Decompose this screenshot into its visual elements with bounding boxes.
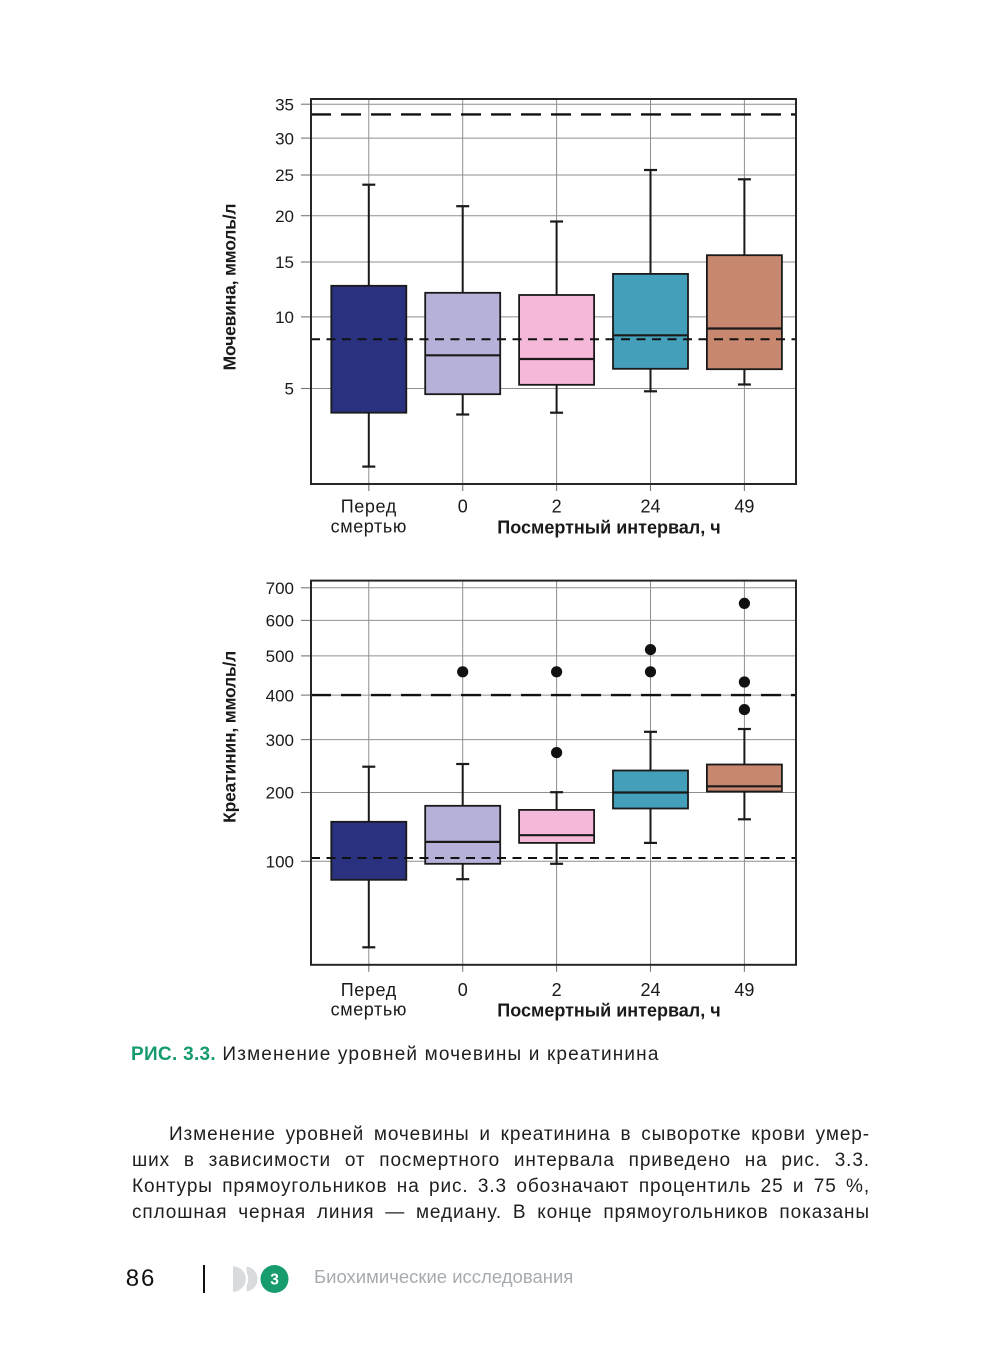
svg-text:Перед: Перед (341, 497, 397, 517)
svg-text:24: 24 (640, 980, 660, 1000)
svg-text:24: 24 (640, 497, 660, 517)
svg-text:30: 30 (275, 129, 294, 148)
svg-text:Мочевина, ммоль/л: Мочевина, ммоль/л (220, 204, 240, 371)
svg-text:35: 35 (275, 95, 294, 114)
svg-text:Посмертный интервал, ч: Посмертный интервал, ч (497, 1001, 720, 1021)
svg-text:3: 3 (270, 1272, 279, 1289)
svg-text:49: 49 (734, 980, 754, 1000)
svg-text:Креатинин, ммоль/л: Креатинин, ммоль/л (220, 651, 240, 823)
svg-text:0: 0 (458, 497, 468, 517)
svg-text:Посмертный интервал, ч: Посмертный интервал, ч (497, 518, 720, 538)
svg-text:20: 20 (275, 207, 294, 226)
svg-text:15: 15 (275, 253, 294, 272)
svg-text:2: 2 (552, 497, 562, 517)
svg-text:100: 100 (266, 853, 294, 872)
svg-text:смертью: смертью (331, 517, 407, 537)
svg-text:0: 0 (458, 980, 468, 1000)
svg-text:500: 500 (266, 647, 294, 666)
svg-text:2: 2 (552, 980, 562, 1000)
svg-text:25: 25 (275, 166, 294, 185)
svg-text:5: 5 (285, 380, 294, 399)
svg-text:10: 10 (275, 308, 294, 327)
svg-text:700: 700 (266, 579, 294, 598)
svg-text:смертью: смертью (331, 1000, 407, 1020)
svg-text:Перед: Перед (341, 980, 397, 1000)
svg-text:300: 300 (266, 731, 294, 750)
svg-text:600: 600 (266, 612, 294, 631)
svg-text:49: 49 (734, 497, 754, 517)
svg-text:200: 200 (266, 784, 294, 803)
svg-text:400: 400 (266, 686, 294, 705)
